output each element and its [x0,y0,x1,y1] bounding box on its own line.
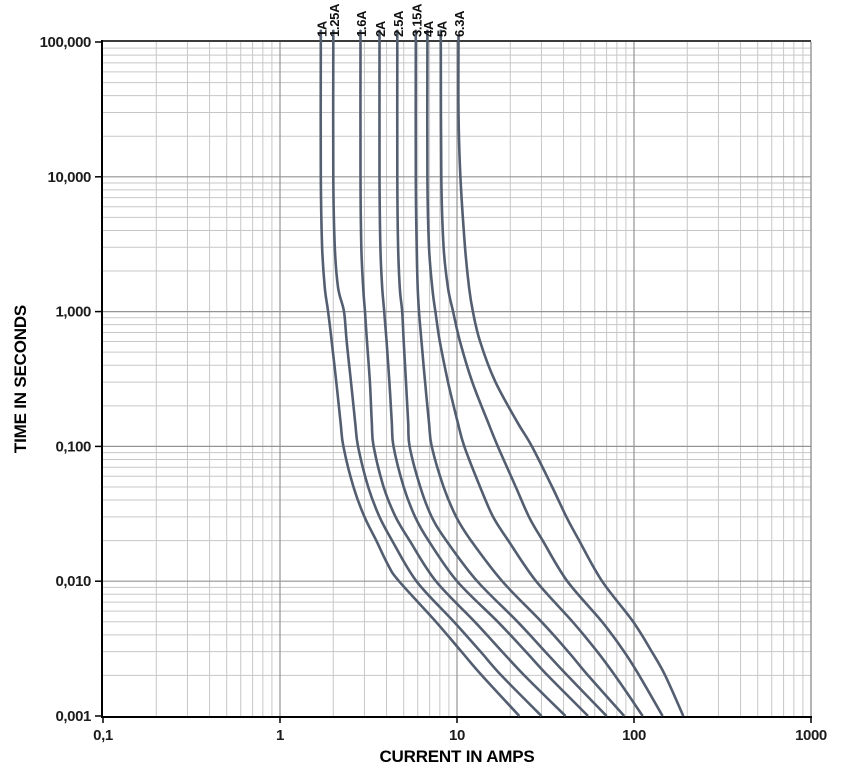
curve-label-3.15A: 3.15A [409,3,424,37]
x-tick-label: 10 [449,727,465,744]
axis-ticks [95,41,812,723]
y-tick-label: 0,100 [55,438,91,455]
curve-label-4A: 4A [421,20,436,37]
y-tick-label: 0,010 [55,573,91,590]
curve-1.6A [359,29,567,717]
x-tick-label: 1000 [795,727,827,744]
curve-label-2A: 2A [373,20,388,37]
minor-gridlines [103,42,811,716]
curve-label-1.6A: 1.6A [354,10,369,37]
curve-4A [425,29,644,717]
y-tick-label: 0,001 [55,708,91,725]
curve-label-6.3A: 6.3A [452,10,467,37]
x-tick-label: 100 [622,727,646,744]
y-axis-title: TIME IN SECONDS [11,305,30,453]
axis-tick-labels: 0,1 1 10 100 1000 100,000 10,000 1,000 0,100 0,01… [40,34,828,744]
x-tick-label: 0,1 [93,727,113,744]
curve-6.3A [457,34,685,717]
x-axis-title: CURRENT IN AMPS [379,747,534,766]
curve-2A [378,29,589,717]
curve-2.5A [395,29,608,717]
y-tick-label: 10,000 [48,169,92,186]
y-tick-label: 1,000 [55,304,91,321]
curve-label-2.5A: 2.5A [391,10,406,37]
curve-label-1A: 1A [314,20,329,37]
curve-3.15A [414,29,626,717]
x-tick-label: 1 [276,727,284,744]
curve-1.25A [331,29,543,717]
curve-label-1.25A: 1.25A [327,3,342,37]
curve-1A [319,29,521,717]
y-tick-label: 100,000 [40,34,91,51]
curve-5A [439,29,664,717]
curve-label-5A: 5A [434,20,449,37]
fuse-curves [319,29,685,717]
